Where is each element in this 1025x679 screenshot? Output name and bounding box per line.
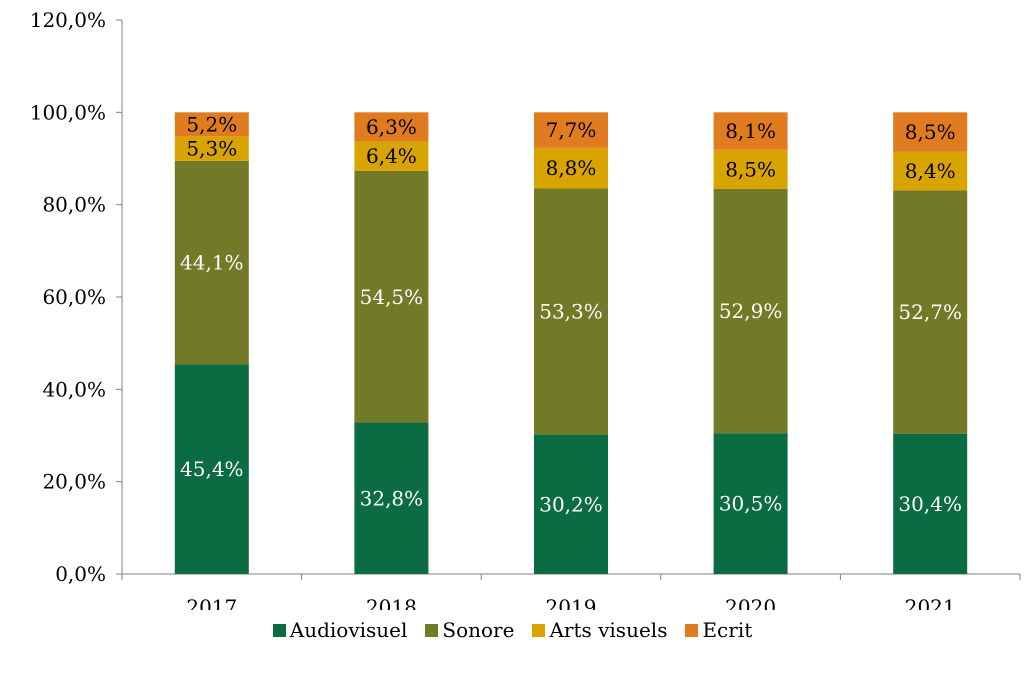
data-label: 5,3% — [186, 137, 237, 161]
bar-segment — [713, 433, 788, 574]
legend-label: Arts visuels — [549, 618, 668, 642]
y-tick-label: 20,0% — [42, 470, 106, 494]
legend-item: Ecrit — [685, 618, 752, 642]
bar-segment — [354, 170, 429, 423]
x-tick-label: 2020 — [725, 595, 776, 610]
data-label: 32,8% — [360, 486, 424, 510]
bar-segment — [354, 112, 429, 142]
data-label: 6,3% — [366, 115, 417, 139]
data-label: 5,2% — [186, 112, 237, 136]
data-label: 30,4% — [898, 492, 962, 516]
bar-segment — [354, 422, 429, 574]
y-tick-label: 100,0% — [30, 100, 106, 124]
bar-segment — [713, 188, 788, 434]
y-tick-label: 60,0% — [42, 285, 106, 309]
data-label: 8,8% — [546, 156, 597, 180]
bar-segment — [354, 141, 429, 171]
bar-segment — [713, 112, 788, 150]
bar-segment — [174, 160, 249, 365]
legend-item: Sonore — [425, 618, 514, 642]
data-label: 54,5% — [360, 285, 424, 309]
bar-segment — [893, 190, 968, 434]
data-label: 8,5% — [725, 157, 776, 181]
x-tick-label: 2021 — [905, 595, 956, 610]
y-tick-label: 40,0% — [42, 377, 106, 401]
y-tick-label: 80,0% — [42, 193, 106, 217]
legend-item: Arts visuels — [532, 618, 667, 642]
legend-item: Audiovisuel — [272, 618, 408, 642]
data-label: 6,4% — [366, 144, 417, 168]
legend-swatch — [425, 623, 439, 637]
bar-segment — [534, 112, 608, 148]
bar-segment — [534, 434, 608, 574]
data-label: 53,3% — [539, 300, 603, 324]
data-label: 30,2% — [539, 492, 603, 516]
bar-segment — [893, 433, 968, 574]
stacked-bar-chart: 0,0% 20,0% 40,0% 60,0% 80,0% 100,0% 120,0% 45,4… — [30, 8, 1021, 619]
bar-segment — [893, 112, 968, 152]
x-tick-label: 2017 — [186, 595, 237, 610]
legend-swatch — [532, 623, 546, 637]
data-label: 45,4% — [180, 457, 244, 481]
y-tick-label: 0,0% — [55, 562, 106, 586]
x-tick-label: 2019 — [546, 595, 597, 610]
data-label: 52,7% — [898, 300, 962, 324]
bar-segment — [893, 151, 968, 191]
data-label: 30,5% — [719, 492, 783, 516]
data-label: 52,9% — [719, 299, 783, 323]
bar-segment — [174, 364, 249, 574]
legend-label: Ecrit — [702, 618, 753, 642]
bar-segment — [174, 112, 249, 137]
data-label: 8,5% — [905, 120, 956, 144]
data-label: 8,4% — [905, 159, 956, 183]
bar-segment — [534, 188, 608, 435]
data-label: 7,7% — [546, 118, 597, 142]
bar-segment — [713, 149, 788, 189]
legend-label: Sonore — [442, 618, 515, 642]
bar-segment — [174, 136, 249, 161]
y-tick-label: 120,0% — [30, 8, 106, 32]
legend-swatch — [272, 623, 286, 637]
data-label: 8,1% — [725, 119, 776, 143]
legend: Audiovisuel Sonore Arts visuels Ecrit — [0, 618, 1025, 642]
bar-segment — [534, 147, 608, 189]
legend-label: Audiovisuel — [289, 618, 408, 642]
data-label: 44,1% — [180, 251, 244, 275]
legend-swatch — [685, 623, 699, 637]
x-tick-label: 2018 — [366, 595, 417, 610]
